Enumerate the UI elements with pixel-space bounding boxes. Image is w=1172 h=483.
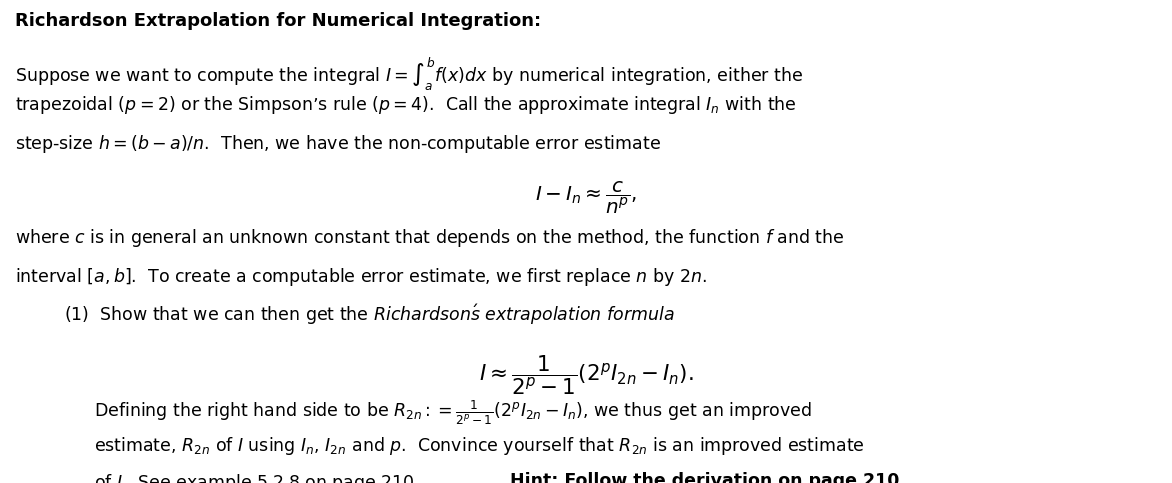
Text: Suppose we want to compute the integral $I = \int_a^b f(x)dx$ by numerical integ: Suppose we want to compute the integral … [15,56,803,93]
Text: estimate, $R_{2n}$ of $I$ using $I_n$, $I_{2n}$ and $p$.  Convince yourself that: estimate, $R_{2n}$ of $I$ using $I_n$, $… [94,435,865,456]
Text: of $I$.  See example 5.2.8 on page 210.: of $I$. See example 5.2.8 on page 210. [94,471,420,483]
Text: $I - I_n \approx \dfrac{c}{n^p},$: $I - I_n \approx \dfrac{c}{n^p},$ [534,179,638,215]
Text: interval $[a, b]$.  To create a computable error estimate, we first replace $n$ : interval $[a, b]$. To create a computabl… [15,266,707,287]
Text: Richardson Extrapolation for Numerical Integration:: Richardson Extrapolation for Numerical I… [15,12,541,30]
Text: Hint: Follow the derivation on page 210.: Hint: Follow the derivation on page 210. [510,471,906,483]
Text: $I \approx \dfrac{1}{2^p - 1}(2^p I_{2n} - I_n).$: $I \approx \dfrac{1}{2^p - 1}(2^p I_{2n}… [478,353,694,396]
Text: (1)  Show that we can then get the $\mathit{Richardson\'s\ extrapolation\ formul: (1) Show that we can then get the $\math… [64,302,675,327]
Text: step-size $h = (b-a)/n$.  Then, we have the non-computable error estimate: step-size $h = (b-a)/n$. Then, we have t… [15,133,661,155]
Text: where $c$ is in general an unknown constant that depends on the method, the func: where $c$ is in general an unknown const… [15,227,845,249]
Text: Defining the right hand side to be $R_{2n} := \frac{1}{2^{p}-1}(2^p I_{2n} - I_n: Defining the right hand side to be $R_{2… [94,398,811,427]
Text: trapezoidal $(p = 2)$ or the Simpson’s rule $(p = 4)$.  Call the approximate int: trapezoidal $(p = 2)$ or the Simpson’s r… [15,94,797,116]
